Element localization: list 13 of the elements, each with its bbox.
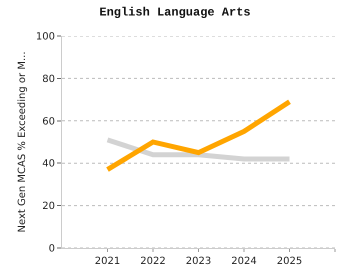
x-tick-label: 2024	[231, 256, 257, 267]
y-axis-title: Next Gen MCAS % Exceeding or M...	[16, 52, 28, 232]
y-tick-label: 40	[42, 158, 55, 170]
y-tick-label: 60	[42, 116, 55, 128]
y-tick-label: 80	[42, 74, 55, 85]
y-tick-label: 100	[36, 32, 55, 42]
chart-title: English Language Arts	[99, 5, 251, 20]
x-tick-label: 2021	[94, 256, 120, 267]
y-tick-label: 0	[48, 244, 55, 254]
y-tick-label: 20	[42, 201, 55, 212]
x-tick-label: 2023	[186, 256, 212, 267]
x-tick-label: 2022	[140, 256, 166, 267]
x-tick-label: 2025	[276, 256, 302, 267]
